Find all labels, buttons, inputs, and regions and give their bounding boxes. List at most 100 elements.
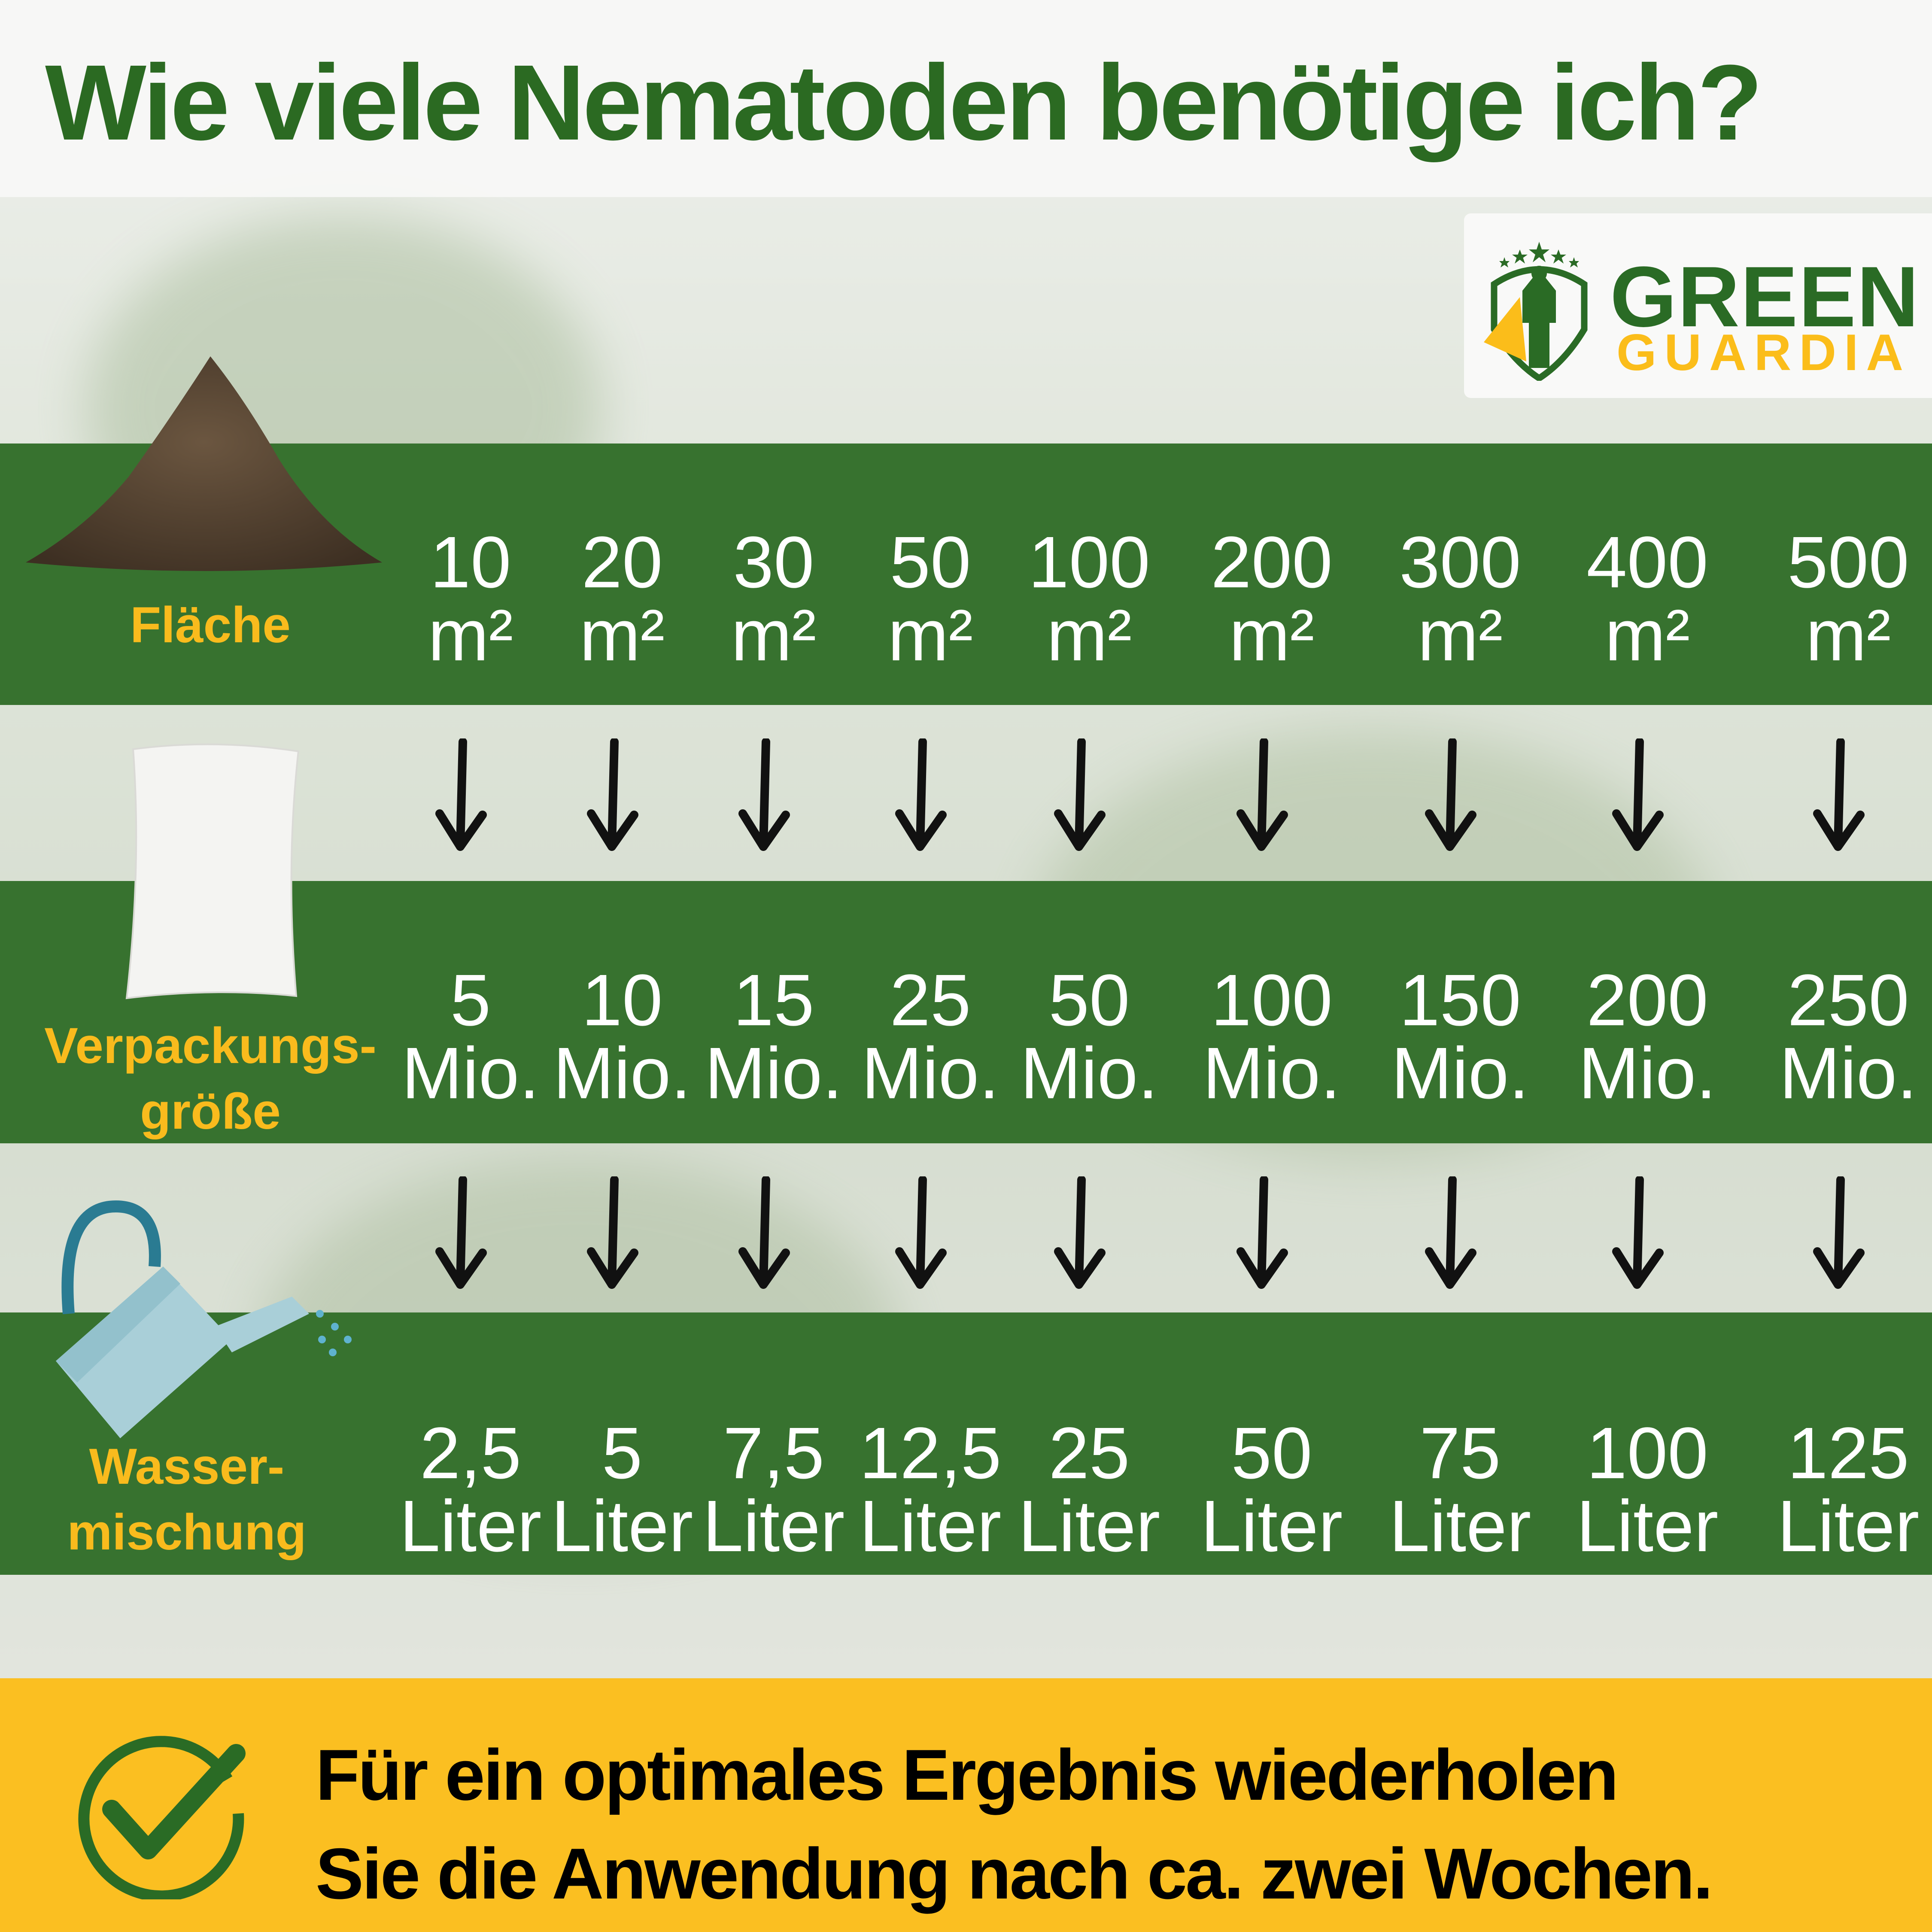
- value-text: Mio.: [401, 1033, 540, 1114]
- logo-text-green: GREEN: [1610, 249, 1920, 345]
- value-cell-wassermischung: 50 Liter: [1201, 1417, 1343, 1563]
- footer-note: Für ein optimales Ergebnis wiederholen S…: [316, 1725, 1713, 1923]
- value-text: 500: [1787, 522, 1909, 603]
- superhero-shield-icon: [1484, 242, 1588, 381]
- value-text: 25: [1048, 1413, 1130, 1494]
- value-cell-wassermischung: 5 Liter: [551, 1417, 693, 1563]
- arrow-down-icon: [1236, 1176, 1288, 1289]
- arrow-down-icon: [1236, 738, 1288, 851]
- value-text: 50: [890, 522, 971, 603]
- value-cell-verpackungsgroesse: 150 Mio.: [1391, 964, 1529, 1110]
- arrow-down-icon: [738, 738, 790, 851]
- logo-text-guardia: GUARDIA: [1616, 324, 1911, 381]
- value-text: 12,5: [859, 1413, 1002, 1494]
- checkmark-circle-icon: [78, 1736, 246, 1899]
- value-text: 150: [1399, 960, 1521, 1041]
- value-cell-wassermischung: 75 Liter: [1389, 1417, 1531, 1563]
- value-text: 400: [1586, 522, 1708, 603]
- value-text: 20: [581, 522, 663, 603]
- value-text: Mio.: [1203, 1033, 1341, 1114]
- value-text: 5: [601, 1413, 643, 1494]
- value-cell-wassermischung: 2,5 Liter: [400, 1417, 542, 1563]
- value-text: Mio.: [1391, 1033, 1529, 1114]
- value-text: 25: [890, 960, 971, 1041]
- value-text: 30: [733, 522, 814, 603]
- value-cell-flaeche: 500 m²: [1787, 526, 1909, 672]
- value-text: Liter: [1018, 1485, 1160, 1567]
- row-band-wassermischung: [0, 1312, 1932, 1575]
- value-cell-verpackungsgroesse: 15 Mio.: [705, 964, 842, 1110]
- value-text: 125: [1787, 1413, 1909, 1494]
- title-band: Wie viele Nematoden benötige ich?: [0, 0, 1932, 197]
- value-text: 10: [430, 522, 511, 603]
- value-text: 10: [581, 960, 663, 1041]
- value-text: 300: [1399, 522, 1521, 603]
- arrow-down-icon: [895, 738, 947, 851]
- value-cell-verpackungsgroesse: 50 Mio.: [1020, 964, 1158, 1110]
- value-cell-wassermischung: 7,5 Liter: [703, 1417, 845, 1563]
- value-text: 7,5: [723, 1413, 825, 1494]
- value-text: Liter: [1200, 1485, 1343, 1567]
- arrow-down-icon: [1612, 1176, 1664, 1289]
- value-text: Liter: [399, 1485, 542, 1567]
- value-text: Mio.: [1578, 1033, 1716, 1114]
- value-text: Mio.: [1779, 1033, 1917, 1114]
- arrow-down-icon: [587, 1176, 638, 1289]
- value-text: 200: [1586, 960, 1708, 1041]
- value-cell-flaeche: 200 m²: [1211, 526, 1333, 672]
- value-cell-verpackungsgroesse: 10 Mio.: [553, 964, 691, 1110]
- value-text: m²: [1046, 595, 1132, 676]
- value-cell-flaeche: 30 m²: [731, 526, 816, 672]
- value-text: Liter: [859, 1485, 1002, 1567]
- value-text: 100: [1586, 1413, 1708, 1494]
- arrow-down-icon: [1054, 1176, 1106, 1289]
- value-text: 15: [733, 960, 814, 1041]
- row-label-flaeche: Fläche: [69, 592, 352, 658]
- footer-band: Für ein optimales Ergebnis wiederholen S…: [0, 1678, 1932, 1932]
- value-cell-flaeche: 50 m²: [888, 526, 973, 672]
- soil-pile-icon: [26, 356, 382, 571]
- row-band-verpackungsgroesse: [0, 881, 1932, 1143]
- value-text: 50: [1231, 1413, 1312, 1494]
- value-text: 5: [450, 960, 491, 1041]
- value-cell-wassermischung: 12,5 Liter: [860, 1417, 1002, 1563]
- value-text: 100: [1028, 522, 1150, 603]
- arrow-down-icon: [587, 738, 638, 851]
- arrow-down-icon: [738, 1176, 790, 1289]
- value-text: Liter: [1389, 1485, 1531, 1567]
- package-bag-icon: [125, 743, 300, 999]
- row-band-flaeche: [0, 444, 1932, 705]
- footer-line-2: Sie die Anwendung nach ca. zwei Wochen.: [316, 1833, 1713, 1914]
- value-text: m²: [1604, 595, 1690, 676]
- row-label-wassermischung: Wasser-mischung: [17, 1434, 356, 1566]
- label-text: Verpackungs-: [44, 1018, 377, 1074]
- value-text: m²: [579, 595, 665, 676]
- arrow-down-icon: [435, 1176, 487, 1289]
- value-cell-flaeche: 400 m²: [1586, 526, 1708, 672]
- label-text: Fläche: [130, 597, 291, 653]
- brand-logo: GREEN GUARDIA: [1464, 213, 1932, 398]
- value-text: m²: [1229, 595, 1315, 676]
- value-cell-verpackungsgroesse: 25 Mio.: [861, 964, 999, 1110]
- value-text: m²: [428, 595, 513, 676]
- value-cell-flaeche: 100 m²: [1028, 526, 1150, 672]
- value-text: 200: [1211, 522, 1333, 603]
- value-cell-verpackungsgroesse: 100 Mio.: [1203, 964, 1340, 1110]
- value-text: Mio.: [705, 1033, 843, 1114]
- row-label-verpackungsgroesse: Verpackungs-größe: [17, 1013, 404, 1145]
- value-cell-flaeche: 10 m²: [428, 526, 513, 672]
- value-cell-verpackungsgroesse: 5 Mio.: [401, 964, 539, 1110]
- value-cell-wassermischung: 100 Liter: [1577, 1417, 1719, 1563]
- label-text: mischung: [67, 1504, 307, 1561]
- label-text: größe: [140, 1083, 281, 1140]
- value-text: Liter: [1576, 1485, 1719, 1567]
- value-text: 100: [1211, 960, 1333, 1041]
- value-text: m²: [1805, 595, 1891, 676]
- value-text: m²: [887, 595, 973, 676]
- arrow-down-icon: [1813, 1176, 1865, 1289]
- value-text: Mio.: [861, 1033, 999, 1114]
- arrow-down-icon: [435, 738, 487, 851]
- value-cell-flaeche: 20 m²: [580, 526, 665, 672]
- value-text: m²: [731, 595, 817, 676]
- arrow-down-icon: [1054, 738, 1106, 851]
